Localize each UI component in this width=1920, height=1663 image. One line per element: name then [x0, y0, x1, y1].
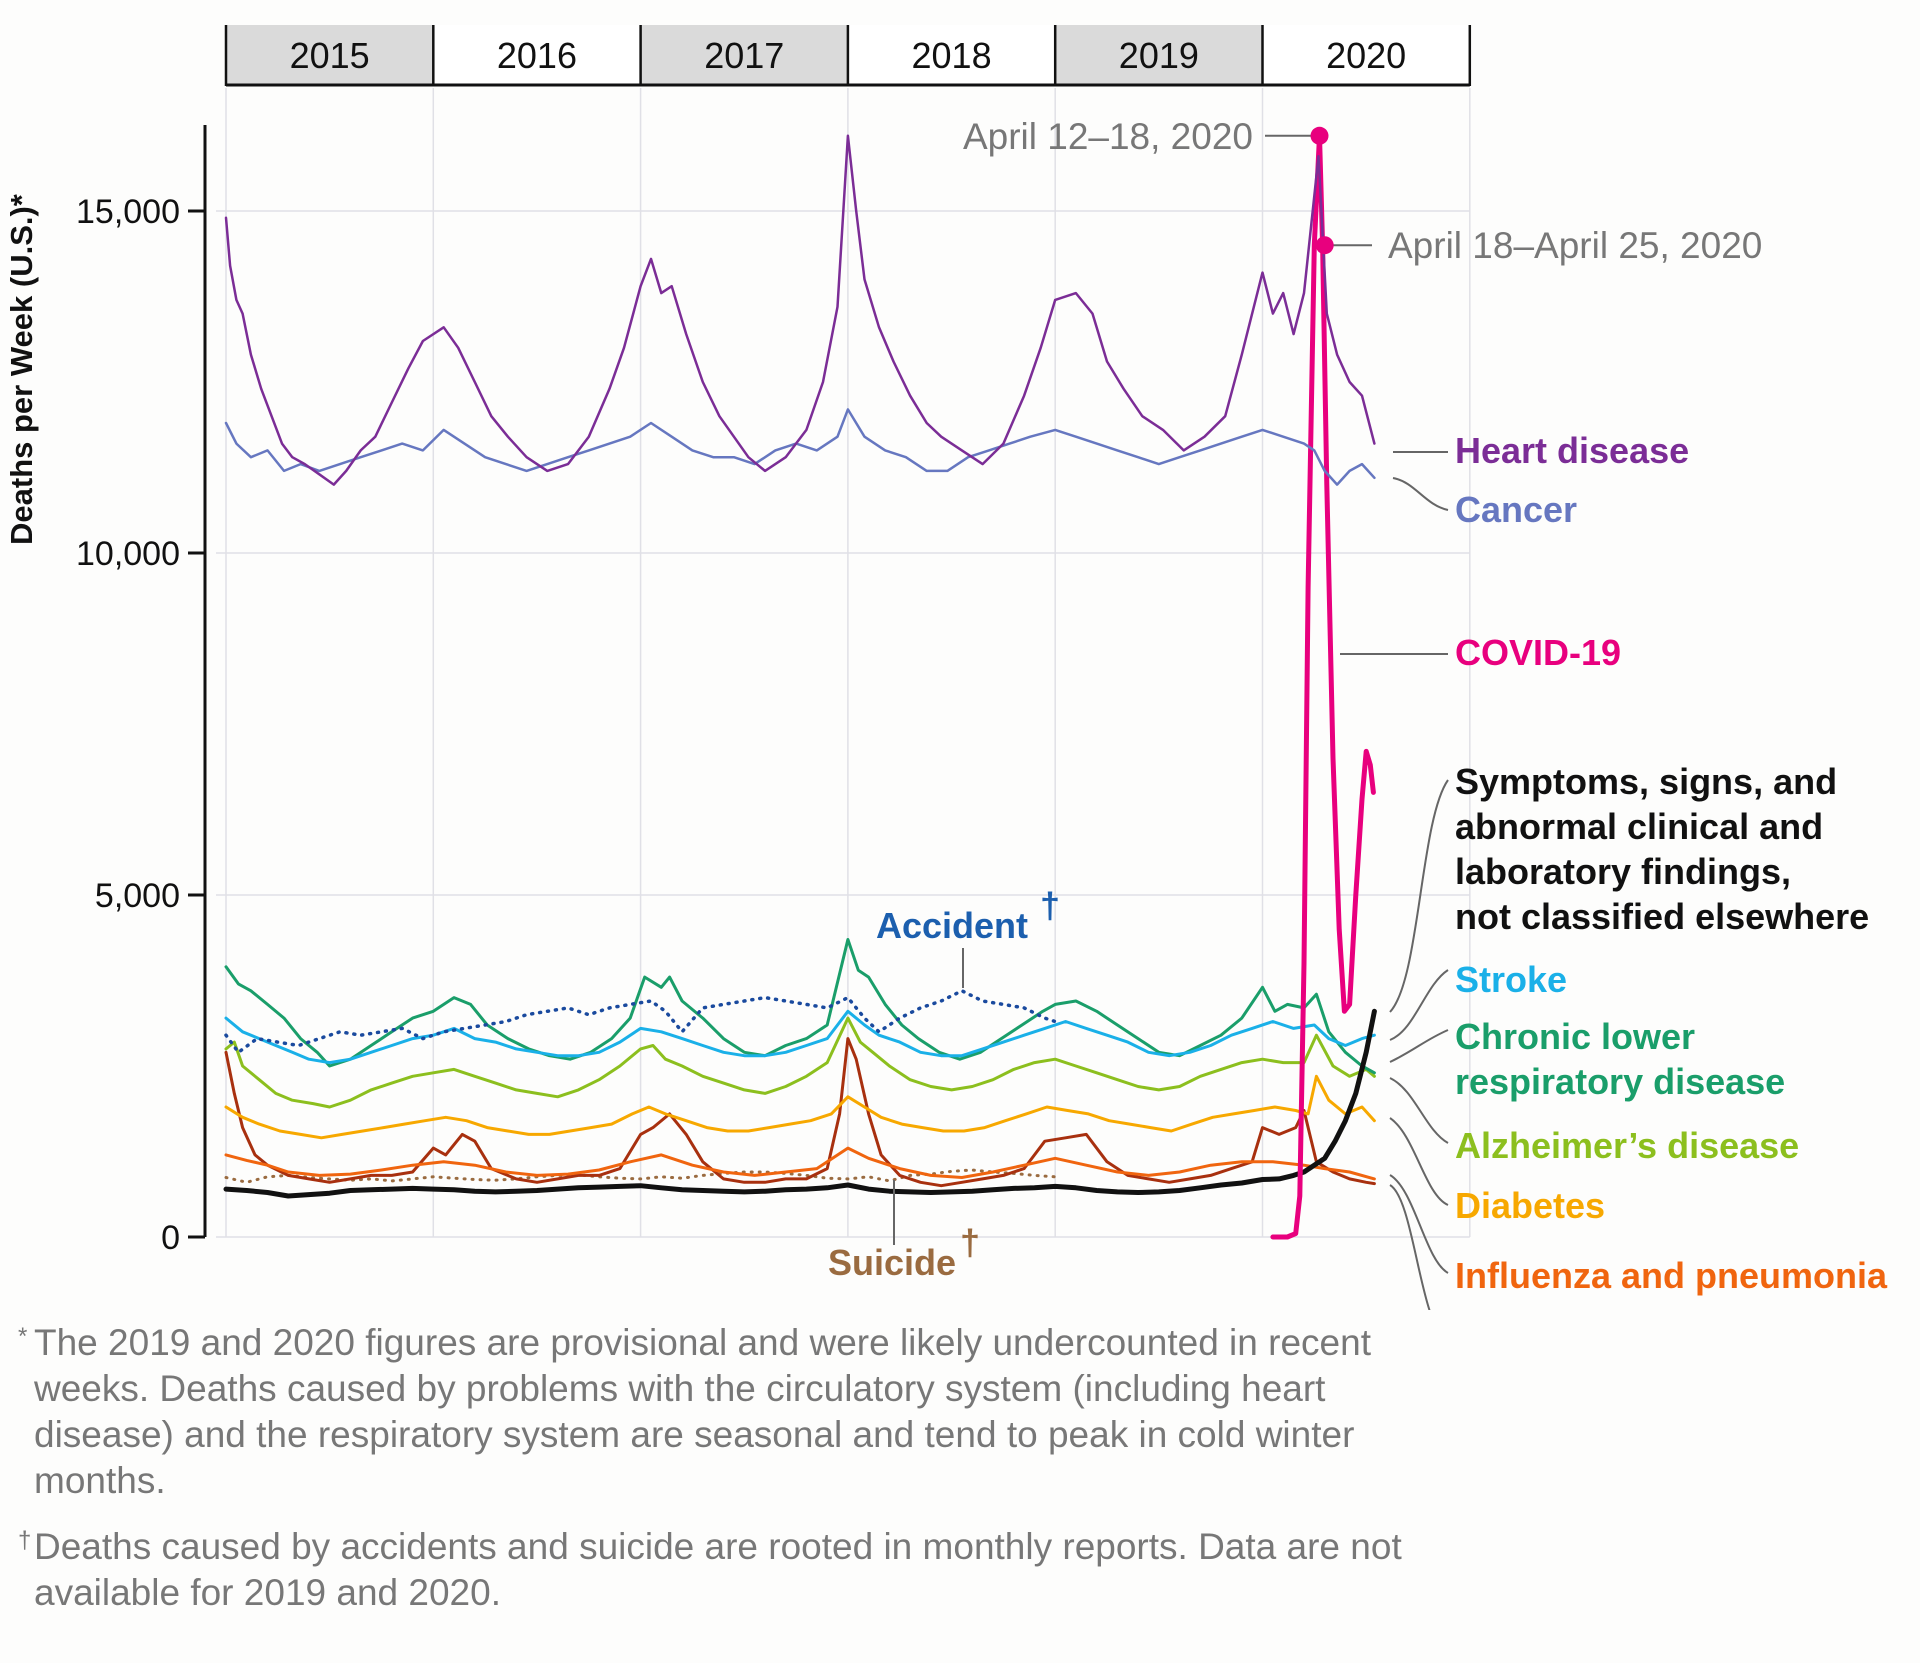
year-band-label: 2019 — [1119, 35, 1199, 76]
year-band-2020 — [1262, 25, 1470, 85]
series-line-kidney-disease-nephritis-and-others — [224, 1037, 1376, 1188]
y-axis-title: Deaths per Week (U.S.)* — [4, 193, 39, 545]
footnote-mark: * — [18, 1323, 28, 1350]
annotation-marker — [1315, 236, 1334, 255]
series-line-chronic-lower-respiratory-disease — [224, 938, 1376, 1075]
year-band-label: 2016 — [497, 35, 577, 76]
legend-label: Chronic lower — [1455, 1016, 1695, 1057]
legend: Heart disease Cancer COVID-19 Symptoms, sig… — [1340, 430, 1888, 1310]
series-line-symptoms-signs-and-abnormal-clinical-and-laboratory-findings-not-classified-elsewhere — [223, 1008, 1377, 1199]
year-bands: 2015 2016 2017 2018 2019 2020 — [224, 25, 1472, 87]
footnotes: * The 2019 and 2020 figures are provisio… — [14, 1320, 1414, 1636]
annotation-label: April 12–18, 2020 — [963, 116, 1253, 157]
legend-leader-line — [1389, 969, 1449, 1041]
y-axis: 0 5,000 10,000 15,000 — [76, 125, 207, 1257]
suicide-label: Suicide — [828, 1242, 956, 1283]
accident-dagger: † — [1040, 885, 1060, 926]
annotations: April 12–18, 2020 April 18–April 25, 2020 — [963, 116, 1762, 266]
legend-label: Alzheimer’s disease — [1455, 1125, 1799, 1166]
legend-label: Cancer — [1455, 489, 1577, 530]
footnote-dagger: † Deaths caused by accidents and suicide… — [14, 1524, 1414, 1616]
series-line-suicide — [224, 1168, 1057, 1184]
year-band-label: 2015 — [290, 35, 370, 76]
footnote-text: Deaths caused by accidents and suicide a… — [34, 1526, 1402, 1613]
year-band-2015 — [226, 25, 434, 85]
legend-leader-line — [1392, 477, 1449, 511]
series-line-stroke — [224, 1009, 1376, 1065]
legend-leader-line — [1389, 1077, 1449, 1144]
series-line-heart-disease — [224, 134, 1376, 486]
y-tick-label: 15,000 — [76, 193, 180, 231]
footnote-mark: † — [18, 1527, 32, 1554]
legend-label: abnormal clinical and — [1455, 806, 1823, 847]
grid — [216, 88, 1471, 1238]
series-line-covid-19 — [1270, 133, 1376, 1240]
year-band-label: 2020 — [1326, 35, 1406, 76]
inline-labels: Accident †Suicide † — [828, 885, 1060, 1283]
series-line-cancer — [224, 408, 1376, 486]
year-band-2016 — [433, 25, 641, 85]
annotation-marker — [1310, 126, 1329, 145]
year-band-2018 — [847, 25, 1056, 85]
series-line-diabetes — [224, 1074, 1376, 1140]
year-band-2017 — [640, 25, 848, 85]
legend-leader-line — [1389, 779, 1449, 1013]
y-tick-label: 0 — [161, 1219, 180, 1257]
footnote-asterisk: * The 2019 and 2020 figures are provisio… — [14, 1320, 1414, 1504]
legend-label: Stroke — [1455, 959, 1567, 1000]
year-band-label: 2017 — [704, 35, 784, 76]
legend-label: laboratory findings, — [1455, 851, 1791, 892]
legend-leader-line — [1389, 1029, 1449, 1063]
legend-label: respiratory disease — [1455, 1061, 1785, 1102]
legend-label: not classified elsewhere — [1455, 896, 1869, 937]
series-line-influenza-and-pneumonia — [224, 1146, 1376, 1181]
legend-label: Symptoms, signs, and — [1455, 761, 1837, 802]
year-band-2019 — [1055, 25, 1263, 85]
series-line-alzheimer-s-disease — [224, 1016, 1376, 1109]
legend-label: Diabetes — [1455, 1185, 1605, 1226]
y-tick-label: 5,000 — [95, 877, 180, 915]
footnote-text: The 2019 and 2020 figures are provisiona… — [34, 1322, 1371, 1501]
legend-label: Influenza and pneumonia — [1455, 1255, 1888, 1296]
annotation-label: April 18–April 25, 2020 — [1388, 225, 1762, 266]
accident-label: Accident — [876, 905, 1028, 946]
year-band-label: 2018 — [912, 35, 992, 76]
legend-leader-line — [1389, 1184, 1431, 1310]
deaths-per-week-chart: 2015 2016 2017 2018 2019 2020 0 5,000 10,000 15,… — [4, 25, 1888, 1310]
series-lines — [223, 133, 1377, 1240]
suicide-dagger: † — [960, 1222, 980, 1263]
series-line-accident — [224, 989, 1057, 1055]
legend-label: COVID-19 — [1455, 632, 1621, 673]
legend-leader-line — [1389, 1117, 1449, 1206]
y-tick-label: 10,000 — [76, 535, 180, 573]
legend-leader-line — [1389, 1174, 1449, 1274]
legend-label: Heart disease — [1455, 430, 1689, 471]
